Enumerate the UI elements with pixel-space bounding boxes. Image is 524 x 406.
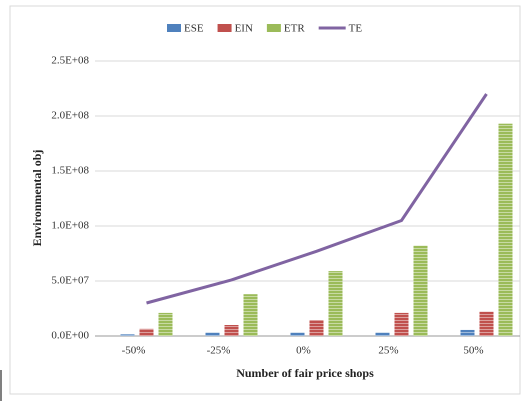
- x-axis-label: Number of fair price shops: [236, 366, 374, 380]
- legend-label: ETR: [284, 23, 305, 35]
- bar-stripes: [139, 328, 154, 336]
- bar-stripes: [328, 271, 343, 336]
- x-tick-label: 0%: [296, 345, 311, 357]
- y-tick-label: 5.0E+07: [51, 275, 89, 287]
- y-tick-label: 1.0E+08: [51, 220, 89, 232]
- bar-stripes: [413, 245, 428, 336]
- x-tick-label: 50%: [463, 345, 483, 357]
- bar-stripes: [243, 294, 258, 336]
- bar-stripes: [290, 332, 305, 336]
- chart-frame: [9, 5, 521, 395]
- legend-swatch: [167, 24, 181, 32]
- y-tick-label: 2.5E+08: [51, 55, 89, 67]
- bar-stripes: [158, 312, 173, 336]
- x-tick-label: -50%: [122, 345, 146, 357]
- bar-stripes: [460, 329, 475, 336]
- bar-stripes: [205, 332, 220, 336]
- legend-label: ESE: [184, 23, 204, 35]
- legend-swatch: [266, 24, 281, 32]
- bar-stripes: [479, 311, 494, 336]
- bar-stripes: [498, 123, 513, 336]
- legend-swatch: [217, 24, 232, 32]
- line: [146, 93, 488, 305]
- y-tick-label: 0.0E+00: [51, 330, 89, 342]
- bar-stripes: [224, 325, 239, 336]
- bar-stripes: [394, 312, 409, 336]
- x-tick-label: -25%: [207, 345, 231, 357]
- y-tick-label: 2.0E+08: [51, 110, 89, 122]
- bar-stripes: [309, 320, 324, 336]
- bar-stripes: [120, 334, 135, 336]
- legend-label: TE: [349, 23, 363, 35]
- bar-stripes: [375, 332, 390, 336]
- y-axis-label: Environmental obj: [30, 150, 44, 247]
- legend-label: EIN: [235, 23, 253, 35]
- y-tick-label: 1.5E+08: [51, 165, 89, 177]
- x-tick-label: 25%: [378, 345, 398, 357]
